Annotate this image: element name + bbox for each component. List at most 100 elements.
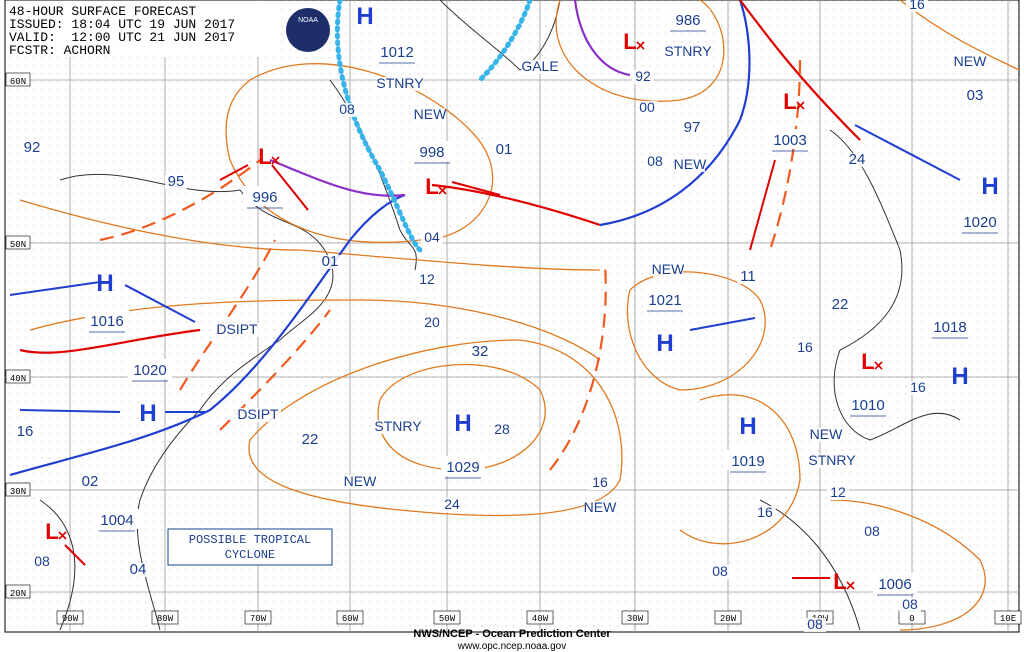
footer: NWS/NCEP - Ocean Prediction Center www.o… [413, 628, 611, 652]
central-pressure: 1016 [90, 313, 123, 330]
map-label: 16 [909, 0, 925, 12]
map-frame [4, 0, 1020, 633]
map-label: STNRY [808, 452, 856, 468]
high-symbol: H [356, 3, 373, 30]
label-bg [665, 45, 711, 59]
map-label: 22 [832, 296, 849, 313]
map-label: 08 [864, 523, 880, 539]
map-label: STNRY [374, 418, 422, 434]
map-label: 92 [635, 68, 651, 84]
map-label: 16 [592, 474, 608, 490]
label-bg [491, 423, 513, 437]
label-bg [636, 101, 658, 115]
label-bg [377, 77, 423, 91]
label-bg [644, 155, 666, 169]
map-label: NEW [414, 106, 447, 122]
longitude-label: 70W [250, 614, 267, 624]
label-bg [336, 103, 358, 117]
low-x [271, 156, 280, 165]
latitude-label-box [5, 584, 31, 599]
label-bg [709, 565, 731, 579]
map-label: 24 [849, 151, 866, 168]
longitude-label: 60W [342, 614, 359, 624]
label-bg [811, 428, 841, 442]
label-bg [441, 498, 463, 512]
latitude-label-box [5, 482, 31, 497]
map-label: GALE [521, 58, 558, 74]
noaa-logo [286, 8, 330, 52]
longitude-label-box [714, 610, 742, 625]
central-pressure: 998 [419, 144, 444, 161]
map-label: 08 [339, 101, 355, 117]
map-label: NEW [584, 499, 617, 515]
high-symbol: H [96, 270, 113, 297]
map-label: 02 [82, 473, 99, 490]
label-bg [79, 475, 101, 489]
high-symbol: H [656, 330, 673, 357]
fronts [9, 0, 861, 477]
central-pressure: 1010 [851, 397, 884, 414]
label-bg [829, 298, 851, 312]
label-bg [907, 381, 929, 395]
callout-box [167, 528, 333, 566]
callout-line: CYCLONE [225, 548, 275, 562]
pressure-box [85, 310, 129, 330]
label-bg [345, 475, 375, 489]
label-bg [737, 270, 759, 284]
map-label: NEW [344, 473, 377, 489]
label-bg [675, 158, 705, 172]
low-symbol: L [258, 144, 271, 169]
label-bg [319, 255, 341, 269]
label-bg [299, 433, 321, 447]
latitude-label: 30N [10, 487, 26, 497]
map-label: 24 [444, 496, 460, 512]
pressure-box [666, 9, 710, 29]
latitude-label: 40N [10, 374, 26, 384]
map-label: 32 [472, 343, 489, 360]
latitude-label: 20N [10, 589, 26, 599]
header-line: 48-HOUR SURFACE FORECAST [9, 4, 196, 19]
central-pressure: 1018 [933, 319, 966, 336]
longitude-label-box [526, 610, 554, 625]
label-bg [31, 555, 53, 569]
pressure-box [243, 186, 287, 206]
longitude-label-box [244, 610, 272, 625]
callout: POSSIBLE TROPICAL CYCLONE [167, 528, 333, 566]
label-bg [165, 175, 187, 189]
high-symbol: H [739, 413, 756, 440]
label-bg [754, 506, 776, 520]
map-label: 16 [757, 504, 773, 520]
label-bg [827, 486, 849, 500]
label-bg [632, 70, 654, 84]
low-symbol: L [861, 349, 874, 374]
map-label: 92 [24, 139, 41, 156]
footer-url: www.opc.ncep.noaa.gov [457, 641, 566, 652]
latitude-label: 60N [10, 77, 26, 87]
low-x [796, 101, 805, 110]
low-symbol: L [425, 174, 438, 199]
longitude-label: 30W [627, 614, 644, 624]
low-x [636, 41, 645, 50]
map-label: DSIPT [237, 406, 279, 422]
callout-line: POSSIBLE TROPICAL [189, 533, 311, 547]
pressure-box [846, 394, 890, 414]
label-bg [14, 425, 36, 439]
central-pressure: 1029 [446, 459, 479, 476]
pressure-box [410, 141, 454, 161]
pressure-box [958, 211, 1002, 231]
label-bg [804, 618, 826, 632]
grid: 60N 50N 40N 30N 20N 90W 80W 70W 60W 50W 40W 30W 20W 1… [5, 0, 1022, 632]
central-pressure: 986 [675, 12, 700, 29]
pressure-box [726, 450, 770, 470]
label-bg [899, 598, 921, 612]
map-label: DSIPT [216, 321, 258, 337]
header: 48-HOUR SURFACE FORECAST ISSUED: 18:04 U… [6, 1, 330, 58]
pressure-box [643, 289, 687, 309]
high-symbol: H [139, 400, 156, 427]
longitude-label-box [336, 610, 364, 625]
pressure-box [928, 316, 972, 336]
map-label: 28 [494, 421, 510, 437]
longitude-label: 0 [909, 614, 914, 624]
central-pressure: 1020 [133, 362, 166, 379]
longitude-label: 20W [720, 614, 737, 624]
